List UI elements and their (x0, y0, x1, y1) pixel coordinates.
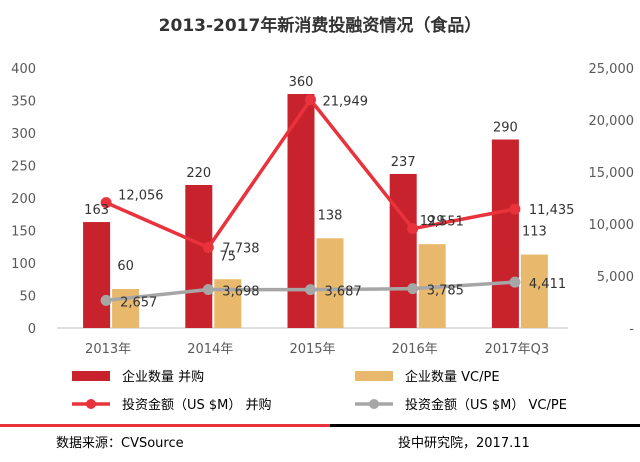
y-right-tick-label: 20,000 (589, 114, 635, 129)
legend-label: 投资金额（US $M） VC/PE (405, 397, 567, 413)
line-data-label: 3,687 (325, 285, 362, 300)
line-point (509, 203, 521, 215)
y-left-tick-label: 250 (11, 160, 36, 175)
bar (83, 222, 111, 328)
bar-data-label: 60 (117, 259, 134, 274)
legend-swatch-marker (369, 399, 379, 409)
line-data-label: 2,657 (120, 295, 157, 310)
line-point (100, 197, 112, 209)
y-left-tick-label: 150 (11, 225, 36, 240)
bar (316, 238, 344, 328)
y-left-tick-label: 0 (28, 322, 36, 337)
line-point (305, 284, 316, 296)
bar-data-label: 113 (522, 225, 547, 240)
legend-label: 投资金额（US $M） 并购 (122, 397, 272, 413)
x-tick-label: 2015年 (289, 342, 335, 357)
bar-data-label: 163 (84, 203, 109, 218)
line-point (202, 284, 214, 296)
y-left-tick-label: 400 (11, 62, 36, 77)
bar-data-label: 360 (289, 75, 314, 90)
line-data-label: 11,435 (529, 203, 575, 218)
bar-data-label: 138 (318, 208, 343, 223)
bar-data-label: 129 (420, 214, 445, 229)
legend-swatch (72, 371, 110, 381)
footer: 数据来源：CVSource 投中研究院，2017.11 (0, 424, 640, 451)
x-tick-label: 2013年 (85, 342, 131, 357)
bar-data-label: 75 (220, 249, 237, 264)
y-left-tick-label: 100 (11, 257, 36, 272)
bar-data-label: 237 (391, 155, 416, 170)
line-data-label: 3,785 (427, 284, 464, 299)
y-left-tick-label: 350 (11, 95, 36, 110)
bar (214, 279, 242, 328)
y-right-tick-label: 25,000 (589, 62, 635, 77)
x-tick-label: 2014年 (187, 342, 233, 357)
footer-rule-black (330, 424, 640, 427)
data-labels: 163 220 360 237 290 60 75 138 129 113 12,056 7,738 2… (84, 75, 574, 310)
line-data-label: 3,698 (222, 285, 259, 300)
line-point (100, 294, 112, 306)
legend-label: 企业数量 并购 (122, 369, 204, 385)
line-point (305, 94, 316, 106)
bar-data-label: 220 (186, 166, 211, 181)
legend-swatch-marker (86, 399, 96, 409)
x-tick-label: 2016年 (392, 342, 438, 357)
line-data-label: 12,056 (118, 189, 164, 204)
bar (520, 254, 548, 328)
chart-axes: 0 50 100 150 200 250 300 350 400 - 5,000 10,000 15,0… (11, 62, 634, 357)
line-data-label: 21,949 (323, 95, 369, 110)
legend-swatch (355, 371, 393, 381)
y-right-tick-label: 10,000 (589, 218, 635, 233)
y-right-tick-label: - (629, 322, 634, 337)
line-data-label: 7,738 (222, 242, 259, 257)
line-point (407, 223, 419, 235)
bar (112, 289, 140, 328)
chart-title: 2013-2017年新消费投融资情况（食品） (159, 15, 482, 36)
y-right-tick-label: 5,000 (597, 270, 634, 285)
footer-source: 数据来源：CVSource (56, 436, 184, 451)
legend-label: 企业数量 VC/PE (405, 369, 500, 385)
bar (185, 185, 213, 328)
line-point (407, 283, 419, 295)
x-tick-label: 2017年Q3 (485, 342, 550, 357)
y-left-tick-label: 200 (11, 192, 36, 207)
line-point (202, 242, 214, 254)
y-left-tick-label: 50 (19, 290, 36, 305)
bar-series (83, 94, 548, 328)
bar-data-label: 290 (493, 121, 518, 136)
y-left-tick-label: 300 (11, 127, 36, 142)
y-right-tick-label: 15,000 (589, 166, 635, 181)
line-point (509, 276, 521, 288)
legend: 企业数量 并购 企业数量 VC/PE 投资金额（US $M） 并购 投资金额（US $… (72, 369, 567, 413)
line-series (100, 94, 521, 306)
bar (389, 173, 417, 328)
line-data-label: 9,551 (427, 215, 464, 230)
footer-credit: 投中研究院，2017.11 (398, 435, 530, 451)
bar (491, 139, 519, 328)
footer-rule-red (0, 424, 330, 427)
line-data-label: 4,411 (529, 277, 566, 292)
